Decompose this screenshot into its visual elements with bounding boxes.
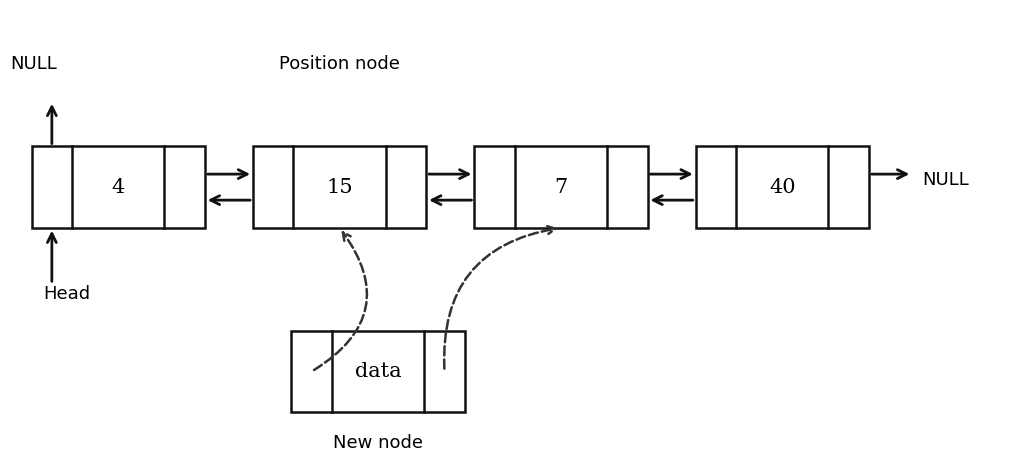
- Bar: [253, 147, 426, 228]
- Bar: [292, 331, 464, 412]
- Text: NULL: NULL: [922, 171, 968, 189]
- Text: Position node: Position node: [279, 55, 400, 73]
- Bar: [31, 147, 205, 228]
- Text: 4: 4: [112, 177, 125, 197]
- Bar: [474, 147, 647, 228]
- Bar: [696, 147, 869, 228]
- Text: 15: 15: [326, 177, 353, 197]
- Text: 7: 7: [555, 177, 568, 197]
- Text: 40: 40: [769, 177, 796, 197]
- Text: New node: New node: [333, 434, 423, 452]
- Text: data: data: [355, 362, 401, 381]
- Text: NULL: NULL: [10, 55, 57, 73]
- Text: Head: Head: [44, 285, 90, 303]
